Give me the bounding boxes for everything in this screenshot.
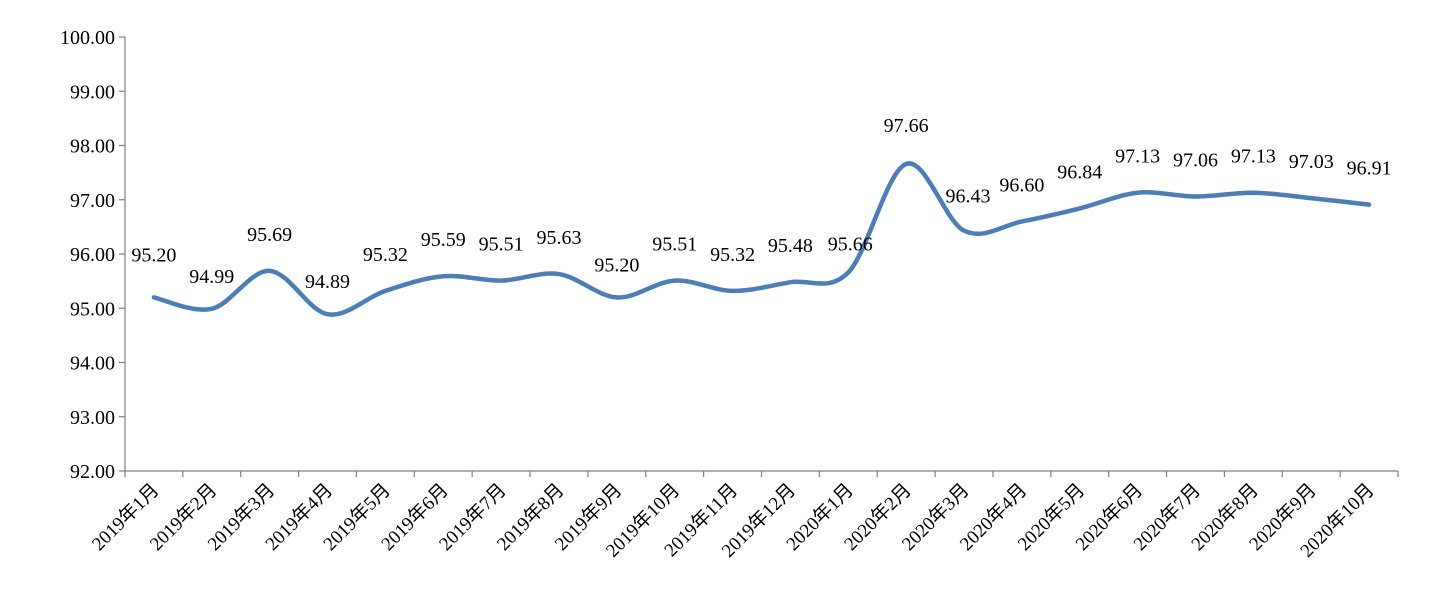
data-label: 94.99 <box>189 266 234 288</box>
data-label: 97.06 <box>1173 149 1218 171</box>
data-label: 96.43 <box>946 186 991 208</box>
y-tick-label: 95.00 <box>70 298 115 320</box>
y-tick-label: 97.00 <box>70 190 115 212</box>
data-label: 96.91 <box>1347 158 1392 180</box>
data-label: 95.51 <box>652 234 697 256</box>
data-label: 97.66 <box>884 115 929 137</box>
series-line <box>151 161 1372 317</box>
y-tick-label: 98.00 <box>70 136 115 158</box>
series-line-group <box>151 161 1372 317</box>
y-tick-label: 93.00 <box>70 407 115 429</box>
data-label: 97.13 <box>1231 146 1276 168</box>
data-label: 95.59 <box>421 229 466 251</box>
y-tick-label: 100.00 <box>60 27 115 49</box>
data-label: 95.20 <box>594 254 639 276</box>
data-label: 97.13 <box>1115 146 1160 168</box>
data-label: 96.84 <box>1057 161 1102 183</box>
y-tick-label: 96.00 <box>70 244 115 266</box>
data-label: 95.63 <box>536 227 581 249</box>
data-label: 94.89 <box>305 271 350 293</box>
y-tick-label: 92.00 <box>70 461 115 483</box>
data-label: 95.32 <box>710 244 755 266</box>
data-label: 96.60 <box>999 174 1044 196</box>
data-label: 95.66 <box>828 233 873 255</box>
y-axis-tick-labels: 92.00 93.00 94.00 95.00 96.00 97.00 98.00 99.00… <box>60 27 115 483</box>
data-label: 95.48 <box>768 235 813 257</box>
data-label: 95.20 <box>131 244 176 266</box>
data-label: 95.69 <box>247 224 292 246</box>
axes <box>119 36 1399 477</box>
y-tick-label: 99.00 <box>70 81 115 103</box>
data-labels: 95.20 94.99 95.69 94.89 95.32 95.59 95.51 95.63… <box>131 115 1391 293</box>
data-label: 97.03 <box>1289 151 1334 173</box>
x-axis-tick-labels: 2019年1月2019年2月2019年3月2019年4月2019年5月2019年… <box>87 479 1378 562</box>
y-tick-label: 94.00 <box>70 353 115 375</box>
data-label: 95.51 <box>479 234 524 256</box>
data-label: 95.32 <box>363 244 408 266</box>
